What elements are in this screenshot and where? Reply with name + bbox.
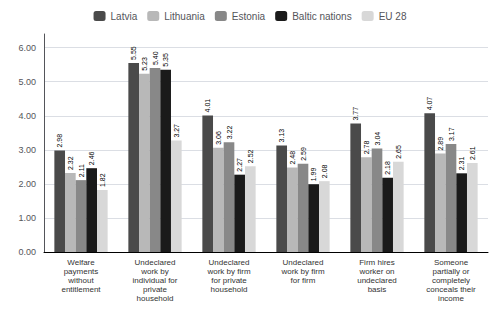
svg-text:3.17: 3.17	[448, 127, 455, 141]
svg-text:work by: work by	[140, 267, 169, 276]
svg-text:4.00: 4.00	[18, 111, 36, 121]
svg-text:5.35: 5.35	[162, 53, 169, 67]
svg-text:Welfare: Welfare	[67, 258, 95, 267]
svg-text:for firm: for firm	[291, 276, 316, 285]
svg-text:2.31: 2.31	[458, 157, 465, 171]
svg-text:work by firm: work by firm	[206, 267, 250, 276]
svg-text:household: household	[211, 285, 248, 294]
svg-text:4.01: 4.01	[204, 99, 211, 113]
svg-text:completely: completely	[432, 276, 470, 285]
svg-text:undeclared: undeclared	[357, 276, 397, 285]
svg-text:Undeclared: Undeclared	[135, 258, 176, 267]
svg-text:2.32: 2.32	[67, 156, 74, 170]
svg-text:household: household	[137, 294, 174, 303]
svg-text:1.00: 1.00	[18, 213, 36, 223]
svg-text:Someone: Someone	[434, 258, 469, 267]
svg-text:EU 28: EU 28	[379, 11, 407, 22]
svg-text:2.18: 2.18	[384, 161, 391, 175]
svg-text:2.11: 2.11	[78, 164, 85, 177]
svg-text:for private: for private	[211, 276, 247, 285]
svg-text:Estonia: Estonia	[232, 11, 266, 22]
svg-text:5.55: 5.55	[130, 46, 137, 60]
svg-text:5.00: 5.00	[18, 77, 36, 87]
svg-text:private: private	[143, 285, 168, 294]
svg-text:2.48: 2.48	[289, 151, 296, 165]
svg-text:4.07: 4.07	[426, 97, 433, 111]
svg-text:2.59: 2.59	[300, 147, 307, 161]
svg-text:6.00: 6.00	[18, 43, 36, 53]
svg-text:5.23: 5.23	[141, 57, 148, 71]
svg-text:5.40: 5.40	[152, 51, 159, 65]
svg-text:individual for: individual for	[133, 276, 178, 285]
svg-text:1.82: 1.82	[99, 173, 106, 187]
svg-text:2.52: 2.52	[247, 149, 254, 163]
svg-text:3.04: 3.04	[374, 132, 381, 146]
svg-text:3.27: 3.27	[173, 124, 180, 138]
svg-text:entitlement: entitlement	[61, 285, 101, 294]
svg-text:3.22: 3.22	[226, 126, 233, 140]
svg-text:2.27: 2.27	[236, 158, 243, 172]
svg-text:2.89: 2.89	[437, 137, 444, 151]
svg-text:Lithuania: Lithuania	[164, 11, 205, 22]
svg-text:worker on: worker on	[358, 267, 394, 276]
svg-text:without: without	[67, 276, 94, 285]
svg-text:work by firm: work by firm	[280, 267, 324, 276]
svg-text:Firm hires: Firm hires	[359, 258, 395, 267]
svg-text:3.77: 3.77	[352, 107, 359, 121]
svg-text:2.65: 2.65	[395, 145, 402, 159]
svg-text:partially or: partially or	[433, 267, 470, 276]
svg-text:2.46: 2.46	[88, 151, 95, 165]
svg-text:Undeclared: Undeclared	[283, 258, 324, 267]
svg-text:income: income	[438, 294, 464, 303]
svg-text:2.00: 2.00	[18, 179, 36, 189]
svg-text:3.06: 3.06	[215, 131, 222, 145]
svg-text:2.08: 2.08	[321, 164, 328, 178]
svg-text:1.99: 1.99	[310, 167, 317, 181]
svg-text:3.13: 3.13	[278, 129, 285, 143]
svg-text:Baltic nations: Baltic nations	[292, 11, 351, 22]
svg-text:Latvia: Latvia	[111, 11, 138, 22]
svg-text:basis: basis	[368, 285, 387, 294]
svg-text:payments: payments	[64, 267, 99, 276]
svg-text:2.61: 2.61	[469, 146, 476, 160]
svg-text:0.00: 0.00	[18, 247, 36, 257]
svg-text:2.98: 2.98	[56, 134, 63, 148]
svg-text:conceals their: conceals their	[426, 285, 476, 294]
svg-text:3.00: 3.00	[18, 145, 36, 155]
svg-text:Undeclared: Undeclared	[209, 258, 250, 267]
svg-text:2.78: 2.78	[363, 141, 370, 155]
